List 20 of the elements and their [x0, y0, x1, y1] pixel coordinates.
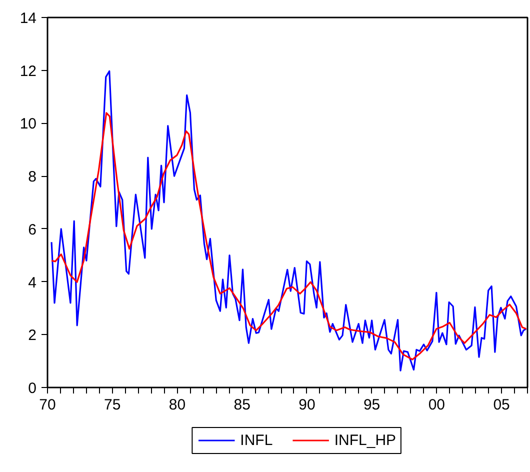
legend-label: INFL_HP — [334, 432, 396, 449]
x-tick-label: 90 — [298, 396, 316, 414]
y-tick-label: 0 — [28, 380, 36, 397]
x-tick-label: 70 — [39, 396, 56, 414]
y-tick-label: 8 — [28, 168, 36, 186]
x-tick-label: 00 — [428, 396, 446, 414]
x-tick-label: 95 — [363, 396, 380, 414]
x-tick-label: 75 — [104, 396, 121, 414]
legend-label: INFL — [240, 432, 273, 449]
y-tick-label: 12 — [20, 62, 37, 80]
y-tick-label: 2 — [28, 327, 36, 344]
line-series — [50, 70, 528, 372]
y-tick-label: 10 — [20, 116, 37, 133]
line-series — [50, 112, 528, 360]
y-tick-label: 6 — [28, 221, 36, 238]
y-tick-label: 14 — [20, 10, 37, 27]
x-tick-label: 05 — [493, 396, 510, 414]
y-tick-label: 4 — [28, 274, 36, 292]
x-tick-label: 85 — [234, 396, 250, 414]
x-tick-label: 80 — [168, 396, 186, 414]
